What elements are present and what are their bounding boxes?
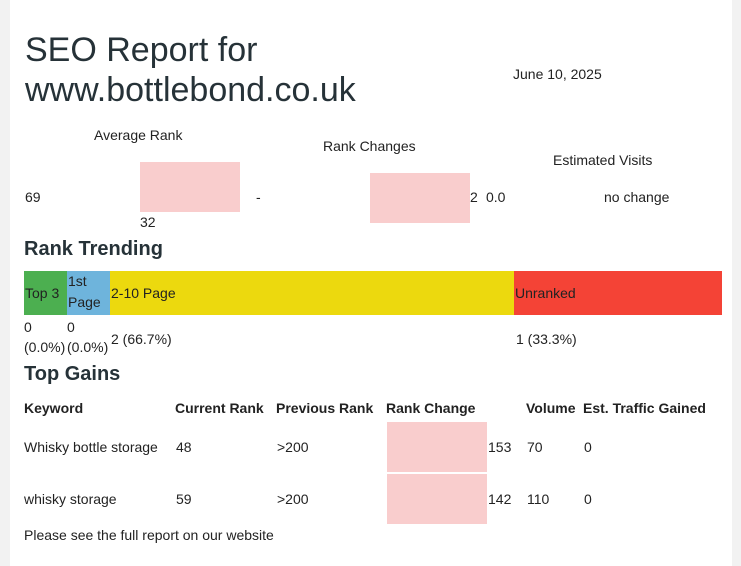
report-sheet: SEO Report for www.bottlebond.co.uk June…: [10, 0, 732, 566]
col-previous-rank: Previous Rank: [276, 400, 374, 416]
trend-segment-top3: Top 3: [24, 271, 67, 315]
col-est-traffic: Est. Traffic Gained: [583, 400, 706, 416]
col-keyword: Keyword: [24, 400, 84, 416]
rank-changes-image-placeholder: [370, 173, 470, 223]
trend-count-top3-number: 0: [24, 319, 32, 335]
average-rank-image-placeholder: [140, 162, 240, 212]
cell-current-rank: 48: [176, 439, 192, 455]
footer-note: Please see the full report on our websit…: [24, 527, 274, 543]
cell-keyword: whisky storage: [24, 491, 117, 507]
trend-count-first-page: 0 (0.0%): [67, 317, 108, 357]
cell-keyword: Whisky bottle storage: [24, 439, 158, 455]
trend-count-first-page-percent: (0.0%): [67, 339, 109, 355]
rank-change-value: 153: [488, 439, 512, 455]
rank-change-image-placeholder: [387, 422, 487, 472]
estimated-visits-value: no change: [604, 189, 670, 205]
estimated-visits-label: Estimated Visits: [553, 152, 653, 168]
cell-current-rank: 59: [176, 491, 192, 507]
rank-changes-label: Rank Changes: [323, 138, 416, 154]
rank-trending-bar: Top 3 1st Page 2-10 Page Unranked: [24, 271, 722, 315]
table-row: whisky storage 59 >200 142 110 0: [22, 473, 706, 525]
average-rank-label: Average Rank: [94, 127, 183, 143]
report-title-line1: SEO Report for: [25, 31, 258, 69]
cell-rank-change: 153: [386, 421, 526, 473]
cell-rank-change: 142: [386, 473, 526, 525]
col-current-rank: Current Rank: [175, 400, 264, 416]
trend-count-2-10-page: 2 (66.7%): [111, 331, 172, 347]
rank-changes-dash: -: [256, 189, 261, 205]
rank-change-image-placeholder: [387, 474, 487, 524]
report-title-domain: www.bottlebond.co.uk: [25, 71, 356, 109]
top-gains-header-row: Keyword Current Rank Previous Rank Rank …: [22, 395, 706, 421]
trend-segment-top3-label: Top 3: [25, 285, 60, 301]
top-gains-table: Keyword Current Rank Previous Rank Rank …: [22, 395, 706, 525]
trend-segment-first-page-label-line1: 1st: [68, 273, 87, 289]
cell-previous-rank: >200: [277, 439, 309, 455]
trend-segment-first-page: 1st Page: [67, 271, 110, 315]
report-title: SEO Report for www.bottlebond.co.uk: [25, 30, 356, 110]
cell-volume: 70: [527, 439, 543, 455]
trend-segment-2-10-page: 2-10 Page: [110, 271, 514, 315]
cell-previous-rank: >200: [277, 491, 309, 507]
top-gains-heading: Top Gains: [24, 363, 121, 385]
trend-segment-unranked: Unranked: [514, 271, 722, 315]
trend-count-unranked: 1 (33.3%): [516, 331, 577, 347]
trend-segment-first-page-label-line2: Page: [68, 294, 101, 310]
rank-change-value: 142: [488, 491, 512, 507]
trend-segment-unranked-label: Unranked: [515, 285, 576, 301]
rank-changes-value: 2: [470, 189, 478, 205]
trend-count-top3-percent: (0.0%): [24, 339, 66, 355]
trend-count-top3: 0 (0.0%): [24, 317, 65, 357]
trend-segment-2-10-page-label: 2-10 Page: [111, 285, 176, 301]
col-rank-change: Rank Change: [386, 400, 476, 416]
rank-changes-change: 0.0: [486, 189, 506, 205]
trend-count-first-page-number: 0: [67, 319, 75, 335]
cell-volume: 110: [527, 491, 550, 507]
cell-traffic: 0: [584, 491, 592, 507]
col-volume: Volume: [526, 400, 576, 416]
average-rank-current: 69: [25, 189, 41, 205]
rank-trending-heading: Rank Trending: [24, 238, 163, 260]
report-date: June 10, 2025: [513, 66, 602, 82]
table-row: Whisky bottle storage 48 >200 153 70 0: [22, 421, 706, 473]
cell-traffic: 0: [584, 439, 592, 455]
average-rank-previous: 32: [140, 214, 156, 230]
